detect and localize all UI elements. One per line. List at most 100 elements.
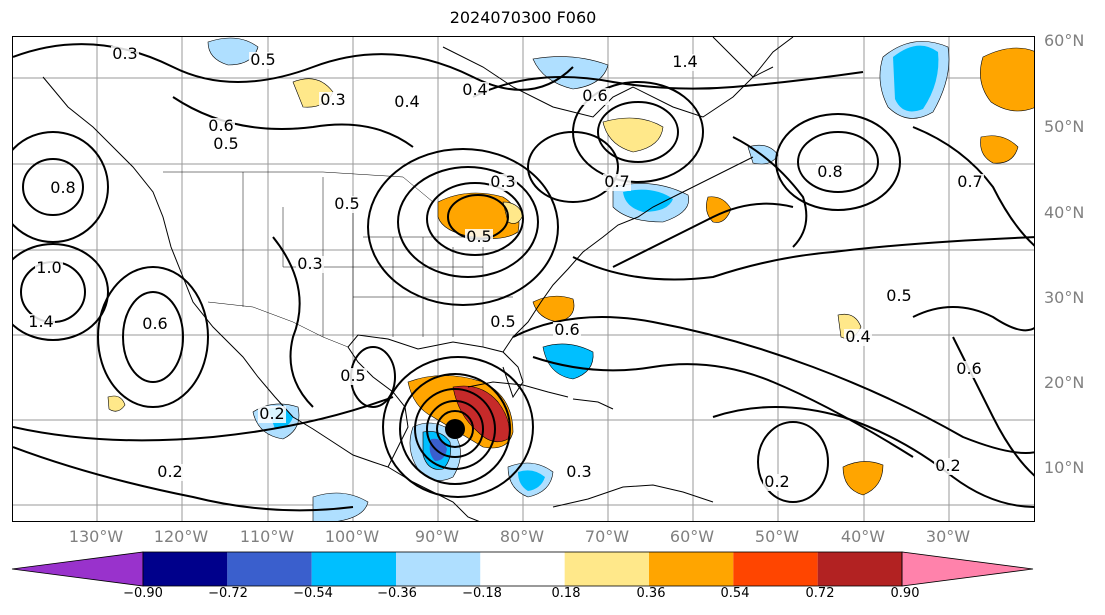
colorbar-frame: [142, 551, 903, 587]
contour-label-bg: [671, 54, 699, 71]
contour-label: 0.7: [604, 172, 629, 191]
shade-yellow-se: [107, 395, 126, 412]
lon-label-120w: 120°W: [153, 527, 209, 546]
contour-wave: [712, 406, 1034, 508]
contour-ring: [436, 410, 474, 448]
contour-wave: [13, 396, 394, 442]
map-panel: 0.3 0.5 1.4 0.6 0.4 0.3 0.8 0.6 0.5 0.4 0.5 1.0 1.4 0…: [12, 36, 1035, 522]
coast-hispaniola: [572, 398, 614, 410]
contour-label: 0.5: [490, 312, 515, 331]
contour-wave: [952, 336, 1034, 477]
lon-label-30w: 30°W: [925, 527, 971, 546]
lon-label-50w: 50°W: [754, 527, 800, 546]
contour-label: 0.6: [582, 86, 607, 105]
shade-yellow-canada: [602, 117, 664, 153]
contour-ring: [426, 400, 484, 458]
contour-ring: [22, 158, 84, 216]
contour-label: 0.6: [208, 116, 233, 135]
contour-label: 0.6: [956, 359, 981, 378]
contour-label-bg: [249, 52, 277, 69]
contour-label: 0.5: [334, 194, 359, 213]
contour-label: 0.3: [112, 44, 137, 63]
contour-label-bg: [885, 288, 913, 305]
contour-ring: [414, 388, 496, 470]
colorbar-tick: 0.18: [551, 586, 581, 601]
shade-orange-lakes: [437, 192, 520, 239]
colorbar-tick: 0.90: [890, 586, 920, 601]
colorbar-segment: [227, 552, 312, 586]
lon-label-40w: 40°W: [840, 527, 886, 546]
contour-label-bg: [565, 464, 593, 481]
contour-label-bg: [844, 329, 872, 346]
contour-label: 0.2: [157, 462, 182, 481]
contour-label: 0.2: [935, 456, 960, 475]
coast-south-america: [552, 484, 714, 508]
contour-label: 1.0: [36, 258, 61, 277]
lat-label-50n: 50°N: [1044, 117, 1085, 136]
contour-label: 0.3: [297, 254, 322, 273]
contour-label: 1.4: [672, 52, 697, 71]
coast-greenland: [712, 37, 794, 78]
lat-label-10n: 10°N: [1044, 458, 1085, 477]
contour-label: 0.2: [259, 404, 284, 423]
lat-label-60n: 60°N: [1044, 31, 1085, 50]
colorbar-segment: [817, 552, 902, 586]
contour-label: 0.4: [462, 80, 487, 99]
contour-wave: [472, 71, 864, 98]
contour-label-bg: [207, 118, 235, 135]
contour-ring: [367, 148, 559, 306]
colorbar-segment: [564, 552, 649, 586]
contour-label-bg: [955, 361, 983, 378]
contour-label-bg: [581, 88, 609, 105]
contour-label-bg: [296, 256, 324, 273]
shade-blue-atlantic: [623, 189, 673, 212]
shade-blue-hudson: [532, 56, 609, 90]
colorbar: [11, 551, 1034, 587]
contour-wave: [912, 126, 1034, 247]
contour-label: 0.5: [340, 366, 365, 385]
shade-cyan-northeast: [893, 45, 939, 112]
colorbar-tick: −0.18: [462, 586, 502, 601]
contour-label: 0.8: [817, 162, 842, 181]
contour-ring: [97, 266, 209, 408]
contour-label: 0.8: [50, 178, 75, 197]
contour-ring: [122, 291, 184, 383]
contour-wave: [732, 136, 808, 248]
contour-label-bg: [393, 94, 421, 111]
contour-label: 0.5: [250, 50, 275, 69]
contour-label-bg: [258, 406, 286, 423]
contour-ring: [382, 356, 534, 498]
border-us-canada: [163, 171, 434, 203]
shade-orange-far-east: [980, 47, 1034, 112]
contour-wave: [532, 356, 914, 458]
contour-ring: [597, 101, 679, 163]
contour-ring: [797, 131, 879, 193]
contour-label-bg: [333, 196, 361, 213]
contour-label-bg: [763, 474, 791, 491]
contour-label: 0.3: [320, 90, 345, 109]
colorbar-tick: −0.54: [293, 586, 333, 601]
shade-lightblue-west: [207, 37, 259, 66]
contour-ring: [527, 131, 619, 203]
shade-orange-carolina: [532, 295, 575, 323]
map-title: 2024070300 F060: [449, 8, 597, 27]
colorbar-segment: [649, 552, 734, 586]
contour-label-bg: [461, 82, 489, 99]
contour-label: 0.3: [566, 462, 591, 481]
lon-label-70w: 70°W: [584, 527, 630, 546]
lon-label-90w: 90°W: [414, 527, 460, 546]
contour-label: 0.7: [957, 172, 982, 191]
lon-label-60w: 60°W: [669, 527, 715, 546]
contour-ring: [399, 373, 511, 485]
colorbar-extend-high: [901, 551, 1034, 587]
contour-label-bg: [489, 314, 517, 331]
contour-label: 0.5: [886, 286, 911, 305]
contour-label-bg: [934, 458, 962, 475]
contour-ring: [13, 243, 109, 341]
shade-orange-central-atl: [842, 461, 884, 496]
contour-wave: [912, 306, 1034, 332]
lon-label-80w: 80°W: [499, 527, 545, 546]
contour-label: 0.4: [394, 92, 419, 111]
shade-lightblue-south: [312, 492, 369, 521]
contour-label-bg: [319, 92, 347, 109]
